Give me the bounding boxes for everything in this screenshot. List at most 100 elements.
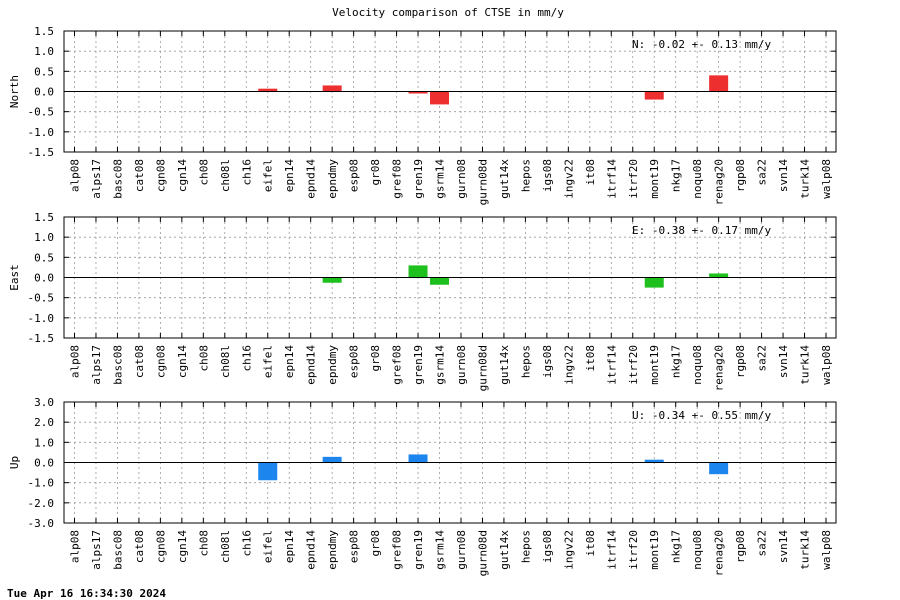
x-tick-label: cgn14 — [176, 345, 189, 378]
x-tick-label: turk14 — [799, 159, 812, 199]
x-tick-label: nkg17 — [670, 345, 683, 378]
x-tick-label: noqu08 — [691, 530, 704, 570]
x-tick-label: hepos — [519, 159, 532, 192]
x-tick-label: epn14 — [283, 159, 296, 192]
bar-mont19 — [644, 459, 664, 463]
y-tick-label: -1.0 — [28, 312, 55, 325]
x-tick-label: eifel — [262, 345, 275, 378]
x-tick-label: igs08 — [541, 159, 554, 192]
x-tick-label: basc08 — [111, 345, 124, 385]
x-tick-label: nkg17 — [670, 159, 683, 192]
x-tick-label: ch08l — [219, 530, 232, 563]
bar-gren19 — [408, 454, 428, 463]
x-tick-label: gr08 — [369, 530, 382, 557]
x-tick-label: sa22 — [756, 159, 769, 186]
y-tick-label: -3.0 — [28, 517, 55, 530]
x-tick-label: ch16 — [240, 345, 253, 372]
x-tick-label: walp08 — [820, 530, 833, 570]
x-tick-label: renag20 — [713, 345, 726, 391]
x-tick-label: sa22 — [756, 345, 769, 372]
x-tick-label: gren19 — [412, 530, 425, 570]
x-tick-label: gut14x — [498, 159, 511, 199]
x-tick-label: ingv22 — [562, 159, 575, 199]
x-tick-label: alp08 — [69, 530, 82, 563]
x-tick-label: ch16 — [240, 159, 253, 186]
x-tick-label: cgn14 — [176, 530, 189, 563]
chart-title: Velocity comparison of CTSE in mm/y — [332, 6, 564, 19]
x-tick-label: epnd14 — [305, 530, 318, 570]
x-tick-label: igs08 — [541, 345, 554, 378]
x-tick-label: turk14 — [799, 345, 812, 385]
x-tick-label: itrf20 — [627, 530, 640, 570]
x-tick-label: gref08 — [391, 345, 404, 385]
bar-epndmy — [322, 85, 342, 92]
x-tick-label: gsrm14 — [434, 530, 447, 570]
x-tick-label: gurn08 — [455, 159, 468, 199]
y-tick-label: 1.5 — [34, 211, 54, 224]
x-tick-label: mont19 — [648, 159, 661, 199]
bar-renag20 — [709, 75, 729, 92]
x-tick-label: eifel — [262, 530, 275, 563]
x-tick-label: alps17 — [90, 345, 103, 385]
plot-frame — [63, 216, 837, 339]
x-tick-label: itrf14 — [605, 159, 618, 199]
stats-annotation: N: -0.02 +- 0.13 mm/y — [632, 38, 771, 51]
y-tick-label: 0.0 — [34, 86, 54, 99]
x-tick-label: epn14 — [283, 345, 296, 378]
x-tick-label: alp08 — [69, 345, 82, 378]
bar-epndmy — [322, 456, 342, 463]
x-tick-label: renag20 — [713, 159, 726, 205]
y-tick-label: 3.0 — [34, 396, 54, 409]
x-tick-label: svn14 — [777, 345, 790, 378]
x-tick-label: gurn08d — [476, 159, 489, 205]
bar-mont19 — [644, 277, 664, 288]
x-tick-label: gut14x — [498, 530, 511, 570]
x-tick-label: mont19 — [648, 345, 661, 385]
x-tick-label: gr08 — [369, 345, 382, 372]
panel-north: 1.5 1.0 0.5 0.0 -0.5 -1.0 -1.5 alp08 alps17 basc0… — [8, 25, 837, 205]
x-tick-label: itrf20 — [627, 159, 640, 199]
x-tick-label: epndmy — [326, 345, 339, 385]
x-tick-label: igs08 — [541, 530, 554, 563]
x-tick-label: turk14 — [799, 530, 812, 570]
x-tick-label: ch08 — [197, 530, 210, 557]
x-tick-label: epnd14 — [305, 345, 318, 385]
x-tick-label: epnd14 — [305, 159, 318, 199]
bar-gsrm14 — [430, 91, 450, 105]
x-tick-label: itrf14 — [605, 345, 618, 385]
panel-east: 1.5 1.0 0.5 0.0 -0.5 -1.0 -1.5 alp08 alps17 basc0… — [8, 211, 837, 391]
x-tick-label: gref08 — [391, 159, 404, 199]
x-tick-label: sa22 — [756, 530, 769, 557]
y-tick-label: -1.0 — [28, 126, 55, 139]
y-tick-label: 0.5 — [34, 251, 54, 264]
y-tick-label: -0.5 — [28, 106, 55, 119]
y-tick-label: -1.5 — [28, 332, 55, 345]
x-tick-label: it08 — [584, 530, 597, 557]
x-tick-label: esp08 — [348, 345, 361, 378]
x-tick-label: cat08 — [133, 159, 146, 192]
x-tick-label: noqu08 — [691, 159, 704, 199]
x-tick-label: ch08l — [219, 159, 232, 192]
x-tick-label: cat08 — [133, 345, 146, 378]
x-tick-label: gurn08 — [455, 530, 468, 570]
y-tick-label: -0.5 — [28, 292, 55, 305]
x-tick-label: gsrm14 — [434, 345, 447, 385]
x-tick-label: ch08 — [197, 345, 210, 372]
x-tick-label: cgn08 — [154, 345, 167, 378]
chart-panels: 1.5 1.0 0.5 0.0 -0.5 -1.0 -1.5 alp08 alps17 basc0… — [8, 25, 837, 576]
x-tick-label: ch16 — [240, 530, 253, 557]
x-tick-label: epndmy — [326, 159, 339, 199]
plot-frame — [63, 401, 837, 524]
y-axis-label: East — [8, 264, 21, 291]
x-tick-label: it08 — [584, 345, 597, 372]
x-tick-label: gurn08d — [476, 345, 489, 391]
x-tick-label: ch08l — [219, 345, 232, 378]
x-tick-label: cat08 — [133, 530, 146, 563]
x-tick-label: gut14x — [498, 345, 511, 385]
bar-eifel — [258, 462, 278, 481]
bar-mont19 — [644, 91, 664, 100]
x-tick-label: hepos — [519, 345, 532, 378]
y-tick-label: 2.0 — [34, 416, 54, 429]
